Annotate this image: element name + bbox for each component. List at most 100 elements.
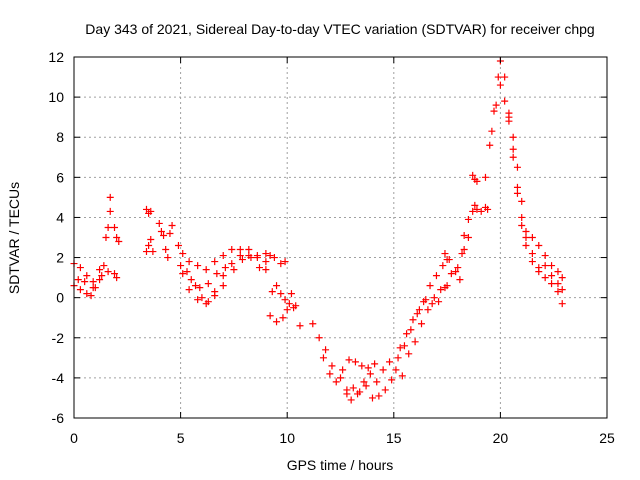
data-point [219,282,227,290]
series-track-16 [319,354,379,386]
data-point [473,177,481,185]
data-point [541,262,549,270]
data-point [204,280,212,288]
data-point [253,252,261,260]
data-point [456,276,464,284]
data-point [347,396,355,404]
data-point [83,290,91,298]
y-tick-label: 0 [56,290,64,306]
data-point [528,258,536,266]
data-point [447,270,455,278]
series-track-21 [441,234,472,284]
grid [74,57,607,418]
data-point [202,266,210,274]
data-point [484,205,492,213]
data-point [281,258,289,266]
series-track-12 [270,254,289,268]
data-point [437,286,445,294]
data-point [174,242,182,250]
data-point [522,242,530,250]
data-point [501,97,509,105]
data-point [400,342,408,350]
data-point [179,250,187,258]
data-point [381,386,389,394]
data-point [522,227,530,235]
x-tick-label: 10 [279,430,295,446]
series-track-22 [460,201,481,239]
data-point [270,254,278,262]
series-track-25 [481,57,566,308]
data-point [473,205,481,213]
data-point [230,266,238,274]
data-point [394,354,402,362]
data-point [445,256,453,264]
plot-frame [73,56,608,419]
data-point [558,286,566,294]
data-point [76,264,84,272]
data-point [76,286,84,294]
series-track-18 [366,282,451,386]
data-point [375,392,383,400]
data-point [187,276,195,284]
data-point [111,223,119,231]
data-point [518,197,526,205]
data-point [262,258,270,266]
data-point [198,294,206,302]
y-tick-label: -4 [52,370,65,386]
data-point [147,207,155,215]
data-point [196,284,204,292]
data-point [266,312,274,320]
data-point [177,262,185,270]
data-point [528,234,536,241]
data-point [221,264,229,272]
series-track-11 [185,282,227,308]
chart-title: Day 343 of 2021, Sidereal Day-to-day VTE… [85,21,594,37]
series-track-19 [394,256,451,362]
data-point [373,378,381,386]
data-point [392,366,400,374]
data-point [285,300,293,308]
data-point [337,374,344,382]
x-tick-labels: 0 5 10 15 20 25 [70,430,615,446]
x-tick-label: 20 [493,430,509,446]
data-point [309,320,317,328]
data-point [81,278,89,286]
data-point [106,207,114,215]
data-point [548,272,556,280]
data-point [160,231,168,239]
data-point [211,292,219,300]
data-point [104,268,112,276]
data-point [518,221,526,229]
data-point [287,290,295,298]
data-point [486,141,494,149]
data-point [328,362,336,370]
data-point [518,213,526,221]
data-point [418,320,426,328]
data-point [469,207,477,215]
data-point [87,292,95,300]
data-point [185,258,193,266]
data-point [106,193,114,201]
x-tick-label: 15 [386,430,402,446]
data-point [281,296,289,304]
series-track-20 [396,250,466,352]
y-tick-label: 8 [56,129,64,145]
y-axis-label: SDTVAR / TECUs [6,182,22,294]
data-point [349,384,357,392]
data-point [211,258,219,266]
data-point [102,234,110,241]
x-tick-label: 0 [70,430,78,446]
data-point [458,250,466,258]
data-point [522,234,530,241]
y-tick-label: 2 [56,250,64,266]
data-point [219,252,227,260]
data-point [428,300,436,308]
data-point [371,360,379,368]
data-point [142,205,150,213]
data-point [430,294,438,302]
data-point [488,127,496,135]
axis-ticks [73,56,608,419]
data-point [388,376,396,384]
data-point [283,306,291,314]
